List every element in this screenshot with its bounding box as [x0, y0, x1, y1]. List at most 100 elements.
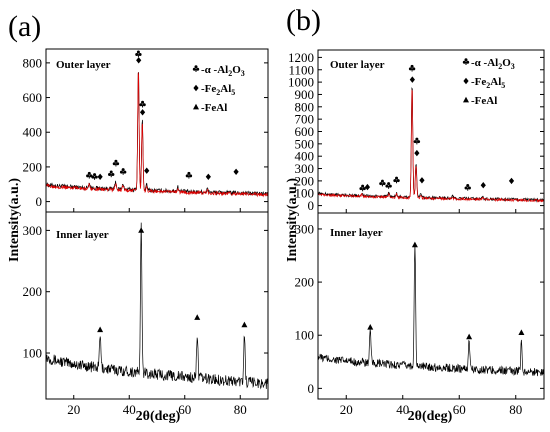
axes-frame-a-bottom: [45, 211, 269, 400]
y-tick-label-b-bottom-2: 200: [295, 275, 315, 290]
x-tick-label-a-bottom-3: 80: [234, 402, 247, 417]
y-tick-label-b-top-0: 0: [308, 198, 315, 213]
y-tick-label-b-bottom-3: 300: [295, 221, 315, 236]
peak-marker-b-top-9: [419, 177, 425, 184]
series-b-bottom-0: [318, 244, 544, 377]
peak-marker-a-bottom-1: [138, 227, 145, 233]
y-axis-title-a: Intensity(a.u.): [7, 178, 22, 262]
y-tick-label-a-top-2: 400: [23, 125, 43, 140]
x-tick-label-b-bottom-2: 60: [453, 402, 466, 417]
peak-marker-b-top-8: [414, 149, 420, 157]
subplot-a-top: 0 200 400 600 800 Outer layer: [23, 48, 269, 213]
x-tick-label-b-bottom-0: 20: [340, 402, 353, 417]
axes-frame-b-bottom: [317, 212, 545, 400]
layer-label-a-bottom: Inner layer: [56, 229, 109, 241]
panel-label-b: (b): [286, 4, 321, 37]
subplot-b-top: 0100200300400500600700800900100011001200…: [288, 49, 545, 214]
peak-marker-a-bottom-2: [194, 314, 201, 320]
x-tick-label-b-bottom-3: 80: [509, 402, 522, 417]
series-a-bottom-0: [46, 222, 268, 390]
y-tick-label-a-top-4: 800: [23, 55, 43, 70]
x-tick-label-a-bottom-0: 20: [67, 402, 80, 417]
peak-marker-a-top-11: [185, 171, 193, 179]
peak-marker-a-top-12: [205, 173, 211, 180]
peak-marker-b-bottom-3: [518, 329, 525, 335]
subplot-b-bottom: 0 100 200 300 20 40 60 80 Inner layer: [295, 212, 545, 417]
peak-marker-a-top-2: [97, 173, 103, 180]
y-tick-label-a-bottom-1: 200: [23, 284, 43, 299]
y-tick-label-b-top-9: 900: [295, 87, 315, 102]
series-a-top-1: [46, 72, 268, 198]
peak-marker-b-top-2: [379, 179, 386, 187]
x-axis-title-b: 2θ(deg): [408, 409, 453, 424]
legend-symbol-1-0: [462, 58, 470, 65]
y-tick-label-a-top-0: 0: [36, 194, 43, 209]
y-axis-title-b: Intensity(a.u.): [285, 178, 300, 262]
y-tick-label-b-top-2: 200: [295, 173, 315, 188]
legend-a: -α -Al2O3 -Fe2Al5 -FeAl: [192, 64, 245, 114]
peak-marker-b-top-10: [464, 183, 471, 191]
legend-symbol-1-2: [463, 96, 469, 103]
legend-symbol-0-2: [193, 103, 199, 110]
y-tick-label-b-top-12: 1200: [288, 50, 314, 65]
peak-marker-a-top-3: [108, 170, 115, 178]
legend-symbol-0-1: [193, 84, 199, 92]
peak-marker-b-top-0: [359, 184, 366, 192]
peak-marker-a-top-5: [119, 168, 127, 175]
legend-symbol-0-0: [192, 65, 200, 72]
y-tick-label-b-top-6: 600: [295, 124, 315, 139]
y-tick-label-b-top-10: 1000: [288, 75, 314, 90]
peak-marker-a-bottom-3: [241, 321, 248, 328]
peak-marker-b-top-1: [364, 183, 371, 191]
peak-marker-b-top-6: [409, 76, 415, 83]
layer-label-b-top: Outer layer: [330, 59, 385, 71]
peak-marker-a-top-1: [91, 173, 98, 180]
y-tick-label-b-top-8: 800: [295, 99, 315, 114]
peak-marker-b-bottom-2: [466, 333, 473, 340]
peak-marker-a-top-7: [136, 57, 142, 64]
peak-marker-a-top-6: [135, 50, 142, 58]
peak-marker-b-top-11: [480, 182, 486, 189]
peak-marker-a-top-0: [86, 171, 93, 179]
legend-entry-1-1: -Fe2Al5: [471, 76, 505, 90]
y-tick-label-a-bottom-0: 100: [23, 346, 43, 361]
peak-marker-b-top-5: [408, 64, 416, 72]
legend-entry-1-2: -FeAl: [471, 95, 497, 107]
y-tick-label-b-top-5: 500: [295, 136, 315, 151]
y-tick-label-a-bottom-2: 300: [23, 223, 43, 238]
legend-symbol-1-1: [463, 77, 469, 85]
layer-label-a-top: Outer layer: [56, 59, 111, 71]
peak-marker-a-top-8: [139, 100, 146, 108]
x-tick-label-a-bottom-1: 40: [123, 402, 136, 417]
y-tick-label-b-top-4: 400: [295, 149, 315, 164]
y-tick-label-b-bottom-0: 0: [308, 381, 315, 396]
peak-marker-a-top-13: [233, 168, 239, 175]
legend-entry-0-2: -FeAl: [201, 102, 227, 114]
peak-marker-a-top-4: [112, 159, 120, 167]
series-b-top-1: [318, 89, 544, 203]
y-tick-label-a-top-1: 200: [23, 159, 43, 174]
x-axis-title-a: 2θ(deg): [136, 409, 181, 424]
y-tick-label-b-top-1: 100: [295, 186, 315, 201]
y-tick-label-b-top-3: 300: [295, 161, 315, 176]
panel-label-a: (a): [8, 10, 41, 43]
peak-marker-b-bottom-0: [367, 324, 374, 330]
peak-marker-a-top-10: [144, 167, 150, 174]
y-tick-label-b-bottom-1: 100: [295, 328, 315, 343]
peak-marker-b-top-4: [393, 176, 400, 184]
subplot-a-bottom: 100 200 300 20 40 60 80 Inner layer: [23, 211, 269, 417]
y-tick-label-b-top-11: 1100: [288, 62, 314, 77]
peak-marker-b-bottom-1: [411, 241, 418, 248]
peak-marker-b-top-7: [413, 137, 421, 145]
x-tick-label-b-bottom-1: 40: [396, 402, 409, 417]
series-b-top-0: [318, 87, 544, 203]
legend-b: -α -Al2O3 -Fe2Al5 -FeAl: [462, 57, 515, 107]
peak-marker-b-top-12: [508, 177, 515, 185]
y-tick-label-a-top-3: 600: [23, 90, 43, 105]
legend-entry-0-1: -Fe2Al5: [201, 83, 235, 97]
x-tick-label-a-bottom-2: 60: [178, 402, 191, 417]
legend-entry-1-0: -α -Al2O3: [471, 57, 515, 71]
peak-marker-b-top-3: [385, 182, 392, 189]
